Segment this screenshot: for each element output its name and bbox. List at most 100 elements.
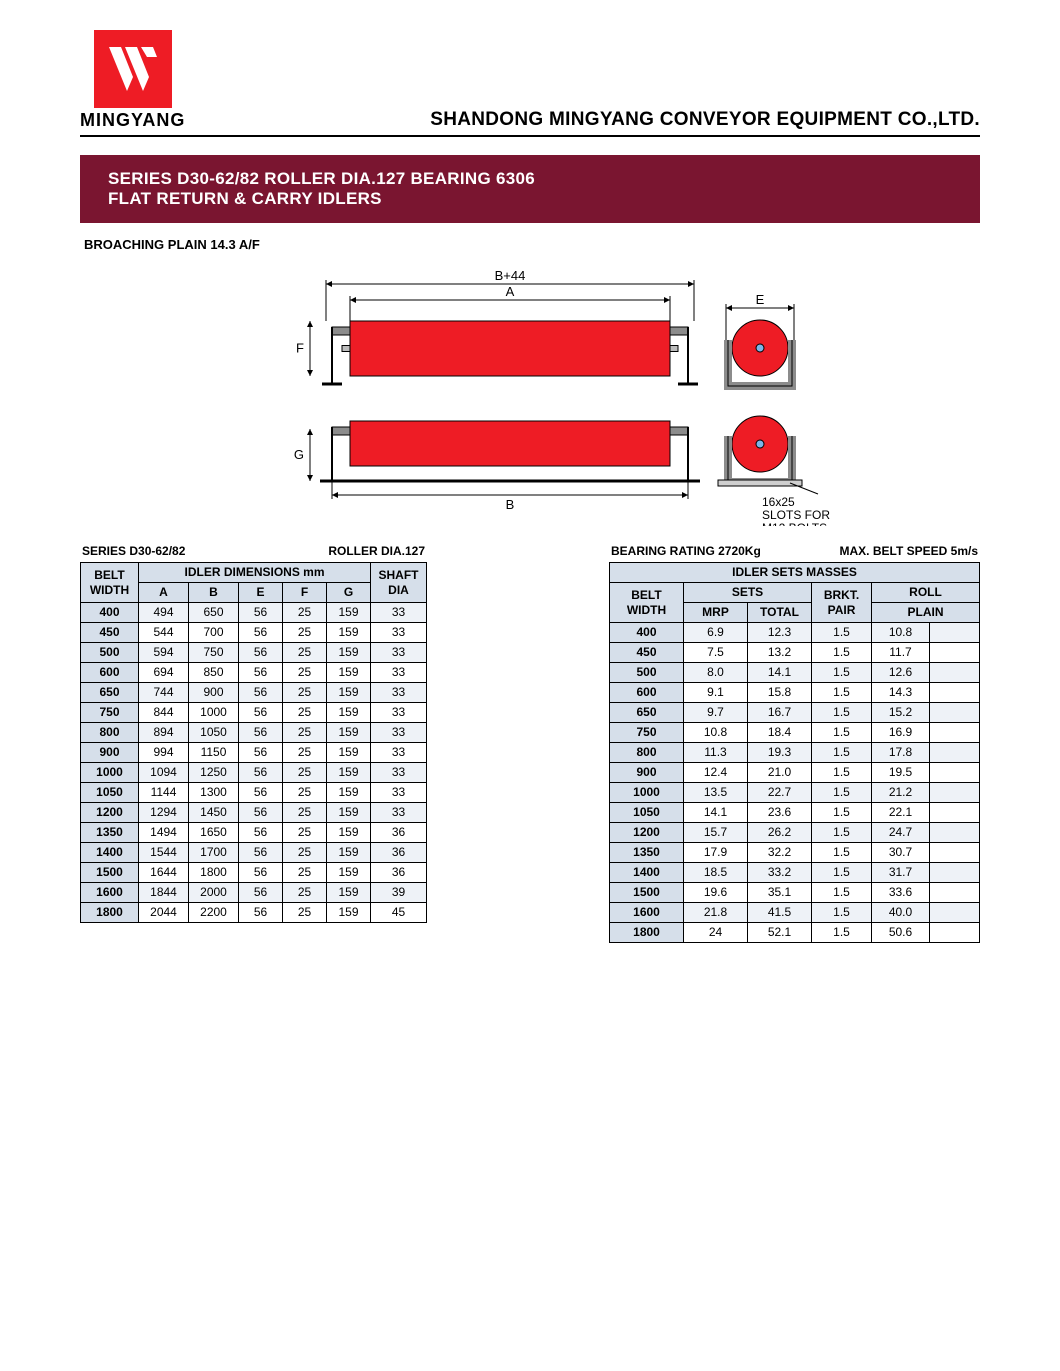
table-cell: 18.5 — [684, 863, 748, 883]
t1-head-belt-width: BELT WIDTH — [81, 563, 139, 603]
table-row: 135014941650562515936 — [81, 823, 427, 843]
table-cell: 50.6 — [872, 923, 930, 943]
table-cell: 1.5 — [812, 863, 872, 883]
table-cell: 400 — [610, 623, 684, 643]
masses-table-block: BEARING RATING 2720Kg MAX. BELT SPEED 5m… — [609, 544, 980, 943]
table-cell: 33 — [371, 643, 427, 663]
table-cell: 1294 — [139, 803, 189, 823]
table-cell: 594 — [139, 643, 189, 663]
table-cell: 750 — [610, 723, 684, 743]
table-cell: 750 — [81, 703, 139, 723]
table-cell: 1800 — [81, 903, 139, 923]
table-cell: 600 — [610, 683, 684, 703]
table-cell: 1000 — [610, 783, 684, 803]
table-cell: 1000 — [81, 763, 139, 783]
table-cell: 18.4 — [748, 723, 812, 743]
table-cell: 33 — [371, 623, 427, 643]
table-cell: 33 — [371, 663, 427, 683]
svg-text:G: G — [294, 447, 304, 462]
table-row: 500594750562515933 — [81, 643, 427, 663]
t1-head-b: B — [189, 583, 239, 603]
table-cell: 33 — [371, 743, 427, 763]
table-cell: 1200 — [81, 803, 139, 823]
table-cell: 159 — [327, 903, 371, 923]
table-cell: 25 — [283, 663, 327, 683]
table-cell: 400 — [81, 603, 139, 623]
table-cell: 25 — [283, 843, 327, 863]
dimensions-table: BELT WIDTH IDLER DIMENSIONS mm SHAFT DIA… — [80, 562, 427, 923]
table-row: 9009941150562515933 — [81, 743, 427, 763]
table-cell: 16.7 — [748, 703, 812, 723]
table-cell: 894 — [139, 723, 189, 743]
table-cell: 994 — [139, 743, 189, 763]
table-cell: 14.1 — [684, 803, 748, 823]
table-row: 180020442200562515945 — [81, 903, 427, 923]
table-cell: 33 — [371, 803, 427, 823]
table-row: 7508441000562515933 — [81, 703, 427, 723]
table-cell: 900 — [81, 743, 139, 763]
table-cell: 12.4 — [684, 763, 748, 783]
table-cell: 56 — [239, 743, 283, 763]
t1-head-idler-dim: IDLER DIMENSIONS mm — [139, 563, 371, 583]
table-cell: 25 — [283, 803, 327, 823]
table-cell: 1350 — [81, 823, 139, 843]
table-cell: 13.2 — [748, 643, 812, 663]
table-cell: 25 — [283, 863, 327, 883]
table-cell — [930, 803, 980, 823]
table-cell — [930, 703, 980, 723]
table-cell: 17.8 — [872, 743, 930, 763]
table-cell: 15.7 — [684, 823, 748, 843]
table-cell: 21.0 — [748, 763, 812, 783]
table-cell: 1800 — [610, 923, 684, 943]
table-cell: 56 — [239, 663, 283, 683]
t1-head-a: A — [139, 583, 189, 603]
table-cell: 650 — [610, 703, 684, 723]
table-cell: 1.5 — [812, 643, 872, 663]
table-cell: 25 — [283, 643, 327, 663]
table-cell: 159 — [327, 743, 371, 763]
table-cell: 23.6 — [748, 803, 812, 823]
table-cell: 600 — [81, 663, 139, 683]
table-cell: 40.0 — [872, 903, 930, 923]
table-cell: 159 — [327, 843, 371, 863]
table-row: 140015441700562515936 — [81, 843, 427, 863]
table-cell: 1400 — [610, 863, 684, 883]
t2-head-total: TOTAL — [748, 603, 812, 623]
table-row: 600694850562515933 — [81, 663, 427, 683]
table-cell: 650 — [81, 683, 139, 703]
table-cell: 14.3 — [872, 683, 930, 703]
table-cell: 159 — [327, 723, 371, 743]
table-cell: 21.2 — [872, 783, 930, 803]
table-row: 6009.115.81.514.3 — [610, 683, 980, 703]
table-cell: 11.3 — [684, 743, 748, 763]
table-cell: 1500 — [610, 883, 684, 903]
table-cell — [930, 843, 980, 863]
table-cell: 159 — [327, 623, 371, 643]
table-cell: 25 — [283, 623, 327, 643]
table-cell: 19.3 — [748, 743, 812, 763]
table-cell: 159 — [327, 663, 371, 683]
table-cell — [930, 863, 980, 883]
table-cell: 2000 — [189, 883, 239, 903]
table-cell: 159 — [327, 883, 371, 903]
table-cell: 30.7 — [872, 843, 930, 863]
table-cell: 1700 — [189, 843, 239, 863]
table-cell: 450 — [610, 643, 684, 663]
table-cell: 1.5 — [812, 743, 872, 763]
table-cell: 1.5 — [812, 703, 872, 723]
table-cell: 1644 — [139, 863, 189, 883]
table-cell: 56 — [239, 903, 283, 923]
table-cell — [930, 623, 980, 643]
table-cell: 800 — [81, 723, 139, 743]
table-cell: 25 — [283, 743, 327, 763]
table-cell: 1.5 — [812, 763, 872, 783]
table-cell: 750 — [189, 643, 239, 663]
t1-caption-right: ROLLER DIA.127 — [328, 544, 425, 558]
table-cell: 1.5 — [812, 623, 872, 643]
table-cell: 14.1 — [748, 663, 812, 683]
table-cell: 21.8 — [684, 903, 748, 923]
t2-caption-left: BEARING RATING 2720Kg — [611, 544, 761, 558]
table-row: 4006.912.31.510.8 — [610, 623, 980, 643]
table-cell: 1450 — [189, 803, 239, 823]
table-cell — [930, 883, 980, 903]
